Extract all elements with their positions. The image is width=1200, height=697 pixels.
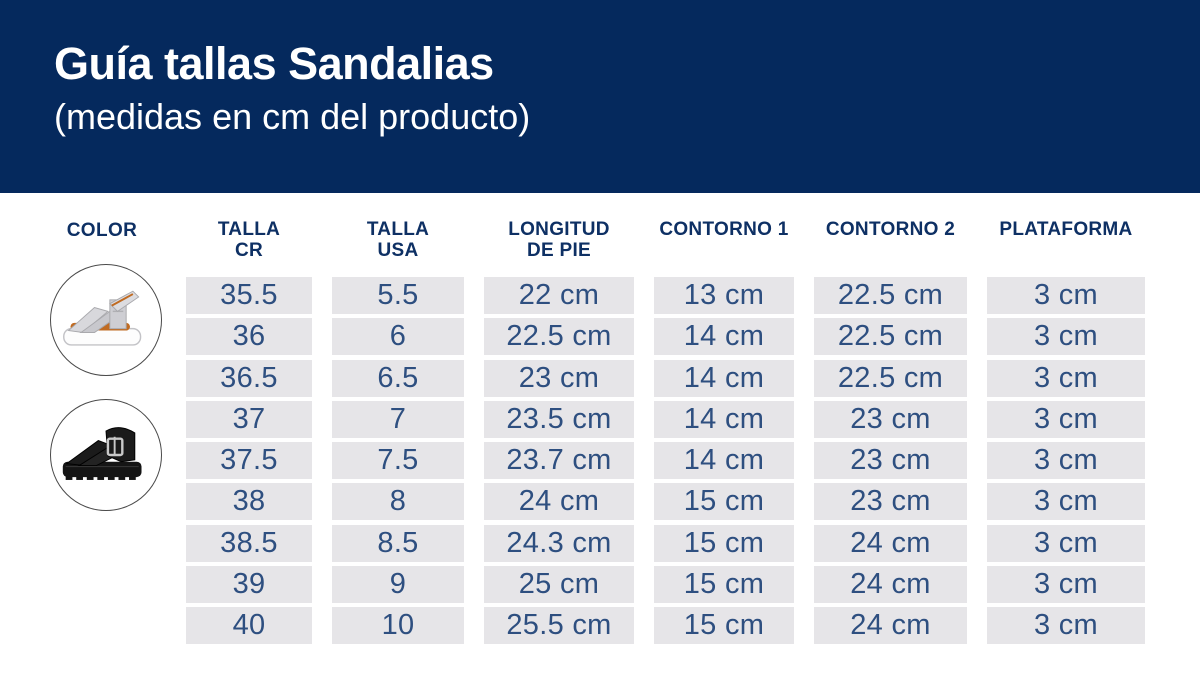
table-cell: 24 cm [484, 483, 634, 521]
header-line: CR [234, 240, 264, 261]
table-cell: 3 cm [987, 483, 1145, 521]
table-cell: 3 cm [987, 607, 1145, 645]
table-header-row: TALLA CR TALLA USA LONGITUD DE PIE CONTO… [186, 219, 1145, 261]
size-table: 35.5 5.5 22 cm 13 cm 22.5 cm 3 cm 36 6 2… [186, 277, 1145, 645]
table-cell: 6 [332, 318, 464, 356]
table-cell: 6.5 [332, 359, 464, 397]
column-header-contorno-1: CONTORNO 1 [654, 219, 794, 261]
table-cell: 14 cm [654, 318, 794, 356]
table-cell: 3 cm [987, 359, 1145, 397]
table-cell: 23.5 cm [484, 400, 634, 438]
table-cell: 22.5 cm [814, 359, 967, 397]
black-sandal-icon [62, 427, 142, 480]
header-line: PLATAFORMA [999, 219, 1133, 240]
table-cell: 10 [332, 607, 464, 645]
table-cell: 3 cm [987, 400, 1145, 438]
title-banner: Guía tallas Sandalias (medidas en cm del… [0, 0, 1200, 193]
table-cell: 37.5 [186, 442, 312, 480]
table-cell: 40 [186, 607, 312, 645]
table-cell: 5.5 [332, 277, 464, 314]
column-header-color: COLOR [66, 220, 138, 241]
table-cell: 22.5 cm [814, 277, 967, 314]
table-cell: 14 cm [654, 442, 794, 480]
header-line: TALLA [366, 219, 430, 240]
table-cell: 15 cm [654, 607, 794, 645]
table-cell: 23 cm [814, 442, 967, 480]
table-cell: 38 [186, 483, 312, 521]
product-image-silver-sandal [50, 264, 162, 376]
header-line: DE PIE [526, 240, 592, 261]
table-cell: 22 cm [484, 277, 634, 314]
table-cell: 25 cm [484, 566, 634, 604]
header-line: LONGITUD [508, 219, 610, 240]
table-cell: 39 [186, 566, 312, 604]
table-cell: 22.5 cm [484, 318, 634, 356]
table-cell: 15 cm [654, 566, 794, 604]
table-cell: 35.5 [186, 277, 312, 314]
table-cell: 36 [186, 318, 312, 356]
table-cell: 24 cm [814, 607, 967, 645]
header-line: CONTORNO 1 [659, 219, 789, 240]
table-cell: 23.7 cm [484, 442, 634, 480]
table-cell: 7 [332, 400, 464, 438]
table-cell: 38.5 [186, 524, 312, 562]
table-cell: 3 cm [987, 318, 1145, 356]
table-cell: 37 [186, 400, 312, 438]
table-cell: 3 cm [987, 566, 1145, 604]
column-header-longitud-de-pie: LONGITUD DE PIE [484, 219, 634, 261]
table-cell: 9 [332, 566, 464, 604]
table-cell: 24.3 cm [484, 524, 634, 562]
table-cell: 23 cm [814, 400, 967, 438]
table-cell: 8 [332, 483, 464, 521]
table-cell: 14 cm [654, 359, 794, 397]
header-line: TALLA [217, 219, 281, 240]
column-header-talla-cr: TALLA CR [186, 219, 312, 261]
table-cell: 25.5 cm [484, 607, 634, 645]
table-cell: 3 cm [987, 524, 1145, 562]
table-cell: 36.5 [186, 359, 312, 397]
header-line: CONTORNO 2 [825, 219, 956, 240]
page-subtitle: (medidas en cm del producto) [54, 96, 531, 137]
table-cell: 3 cm [987, 277, 1145, 314]
product-image-black-sandal [50, 399, 162, 511]
table-cell: 7.5 [332, 442, 464, 480]
table-cell: 24 cm [814, 524, 967, 562]
page-title: Guía tallas Sandalias [54, 38, 494, 89]
table-cell: 22.5 cm [814, 318, 967, 356]
table-cell: 23 cm [484, 359, 634, 397]
table-cell: 15 cm [654, 483, 794, 521]
table-cell: 3 cm [987, 442, 1145, 480]
column-header-contorno-2: CONTORNO 2 [814, 219, 967, 261]
table-cell: 23 cm [814, 483, 967, 521]
header-line: USA [377, 240, 419, 261]
table-cell: 24 cm [814, 566, 967, 604]
table-cell: 13 cm [654, 277, 794, 314]
table-cell: 14 cm [654, 400, 794, 438]
table-cell: 15 cm [654, 524, 794, 562]
table-cell: 8.5 [332, 524, 464, 562]
column-header-talla-usa: TALLA USA [332, 219, 464, 261]
column-header-plataforma: PLATAFORMA [987, 219, 1145, 261]
silver-sandal-icon [63, 290, 142, 346]
